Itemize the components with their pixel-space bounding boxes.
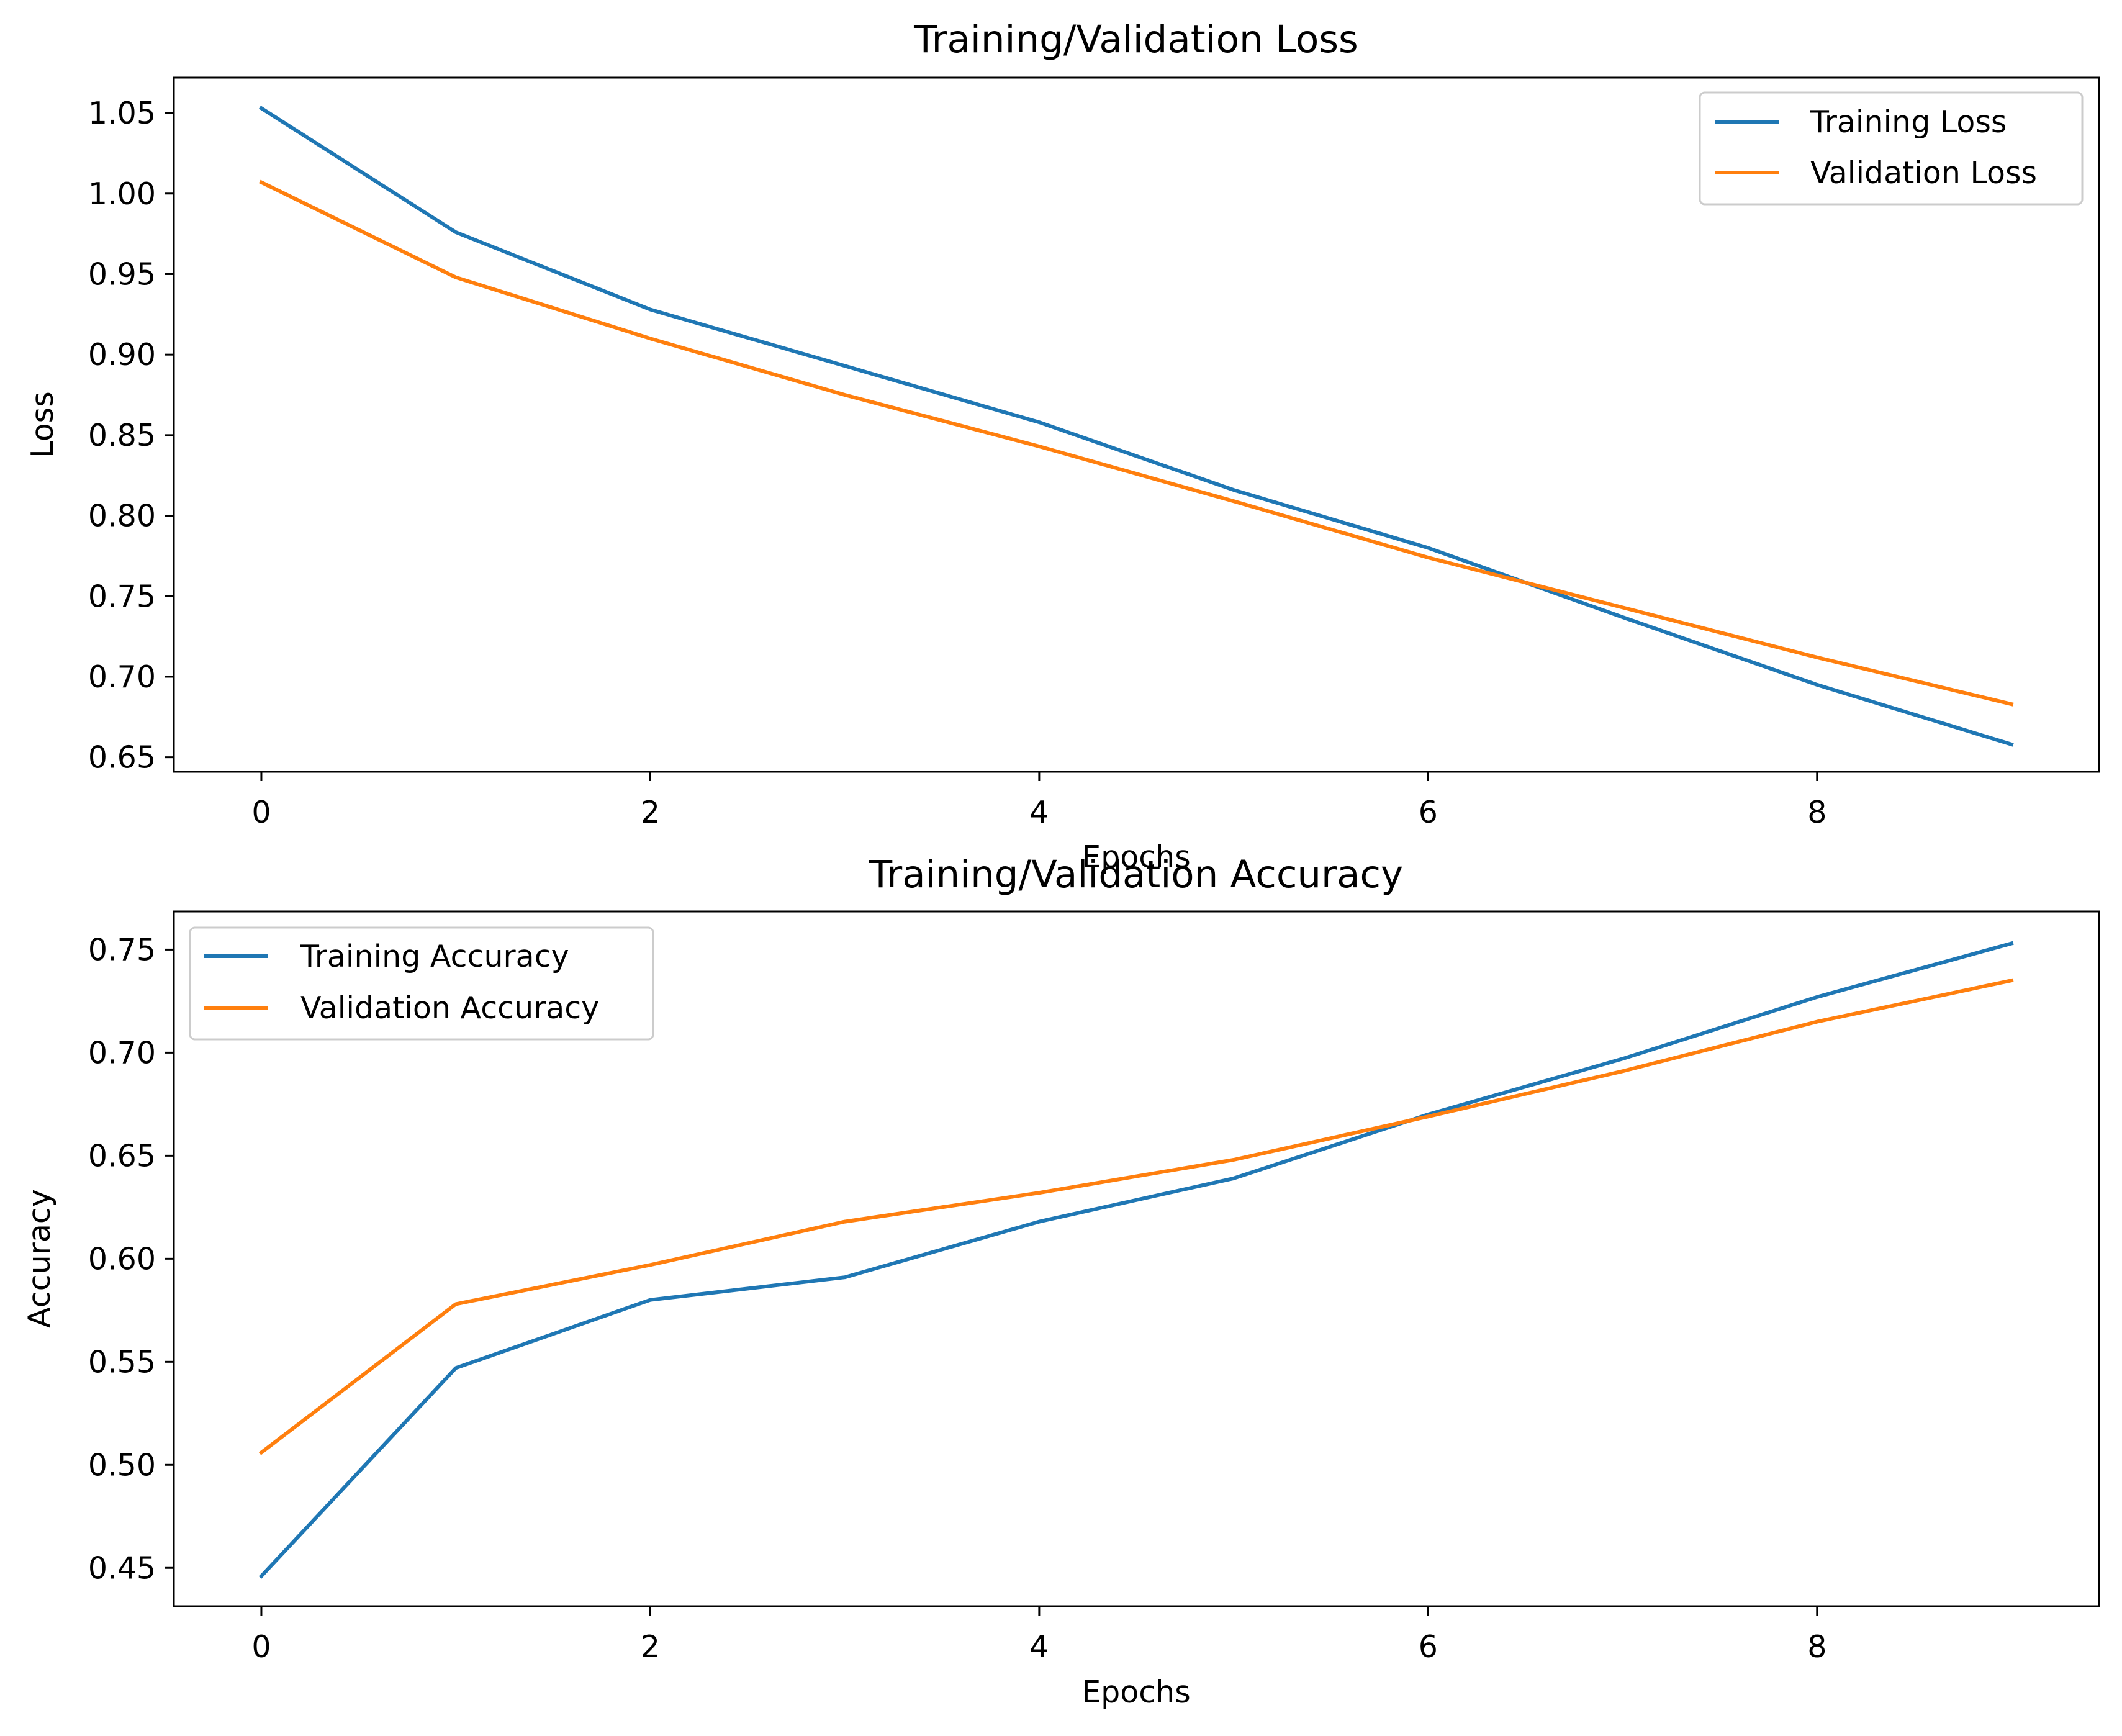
- loss-chart-ytick-label-4: 0.85: [88, 418, 156, 453]
- loss-chart-xtick-label-4: 8: [1807, 795, 1826, 830]
- accuracy-chart-ytick-label-5: 0.70: [88, 1035, 156, 1070]
- accuracy-chart-xtick-label-2: 4: [1029, 1629, 1049, 1665]
- loss-chart-xtick-label-1: 2: [641, 795, 660, 830]
- accuracy-chart-plot-frame: [173, 910, 2100, 1607]
- accuracy-chart-y-axis-label: Accuracy: [22, 1189, 57, 1328]
- loss-chart-xtick-label-2: 4: [1029, 795, 1049, 830]
- loss-chart-series-training-line: [258, 106, 2014, 747]
- accuracy-chart-legend-label-training: Training Accuracy: [300, 939, 569, 974]
- accuracy-chart-series-training-line: [258, 941, 2014, 1579]
- accuracy-chart-xtick-label-0: 0: [251, 1629, 271, 1665]
- accuracy-chart-series-validation-line: [258, 978, 2014, 1455]
- loss-chart-ticks: [165, 112, 1818, 781]
- loss-chart-ytick-label-2: 0.75: [88, 579, 156, 614]
- loss-chart-xtick-label-3: 6: [1419, 795, 1438, 830]
- loss-chart-title: Training/Validation Loss: [913, 17, 1358, 61]
- loss-chart-legend-label-training: Training Loss: [1810, 104, 2007, 140]
- accuracy-chart: Training/Validation Accuracy 0.45 0.50 0.5…: [22, 852, 2100, 1710]
- loss-chart-ytick-label-0: 0.65: [88, 740, 156, 775]
- loss-chart-plot-frame: [173, 76, 2100, 773]
- loss-chart-ytick-label-7: 1.00: [88, 176, 156, 212]
- loss-chart-series: [258, 106, 2014, 747]
- loss-chart: Training/Validation Loss 0.65 0.70 0.75 0.8…: [25, 17, 2100, 875]
- accuracy-chart-legend-label-validation: Validation Accuracy: [300, 990, 599, 1026]
- accuracy-chart-series: [258, 941, 2014, 1579]
- accuracy-chart-legend: Training Accuracy Validation Accuracy: [189, 926, 654, 1041]
- loss-chart-series-validation-line: [258, 179, 2014, 707]
- loss-chart-legend-box: [1699, 91, 2084, 206]
- accuracy-chart-xtick-label-3: 6: [1419, 1629, 1438, 1665]
- accuracy-chart-legend-box: [189, 926, 654, 1041]
- accuracy-chart-ytick-label-2: 0.55: [88, 1344, 156, 1380]
- loss-chart-legend: Training Loss Validation Loss: [1699, 91, 2084, 206]
- accuracy-chart-title: Training/Validation Accuracy: [869, 852, 1403, 897]
- accuracy-chart-xtick-label-1: 2: [641, 1629, 660, 1665]
- loss-chart-ytick-label-6: 0.95: [88, 256, 156, 292]
- loss-chart-xtick-label-0: 0: [251, 795, 271, 830]
- accuracy-chart-ytick-labels: 0.45 0.50 0.55 0.60 0.65 0.70 0.75: [88, 932, 156, 1586]
- loss-chart-x-axis-label: Epochs: [1081, 839, 1191, 875]
- accuracy-chart-x-axis-label: Epochs: [1081, 1675, 1191, 1710]
- loss-chart-xtick-labels: 0 2 4 6 8: [251, 795, 1826, 830]
- accuracy-chart-xtick-labels: 0 2 4 6 8: [251, 1629, 1826, 1665]
- loss-chart-ytick-label-3: 0.80: [88, 499, 156, 534]
- accuracy-chart-ytick-label-6: 0.75: [88, 932, 156, 967]
- loss-chart-ytick-labels: 0.65 0.70 0.75 0.80 0.85 0.90 0.95 1.00 1.05: [88, 96, 156, 775]
- accuracy-chart-xtick-label-4: 8: [1807, 1629, 1826, 1665]
- loss-chart-ytick-label-5: 0.90: [88, 337, 156, 373]
- accuracy-chart-ytick-label-4: 0.65: [88, 1138, 156, 1173]
- accuracy-chart-ytick-label-3: 0.60: [88, 1241, 156, 1277]
- loss-chart-y-axis-label: Loss: [25, 391, 60, 458]
- loss-chart-legend-label-validation: Validation Loss: [1810, 155, 2037, 191]
- accuracy-chart-ytick-label-0: 0.45: [88, 1550, 156, 1586]
- accuracy-chart-ytick-label-1: 0.50: [88, 1447, 156, 1483]
- loss-chart-ytick-label-1: 0.70: [88, 659, 156, 695]
- loss-chart-ytick-label-8: 1.05: [88, 96, 156, 131]
- accuracy-chart-ticks: [165, 948, 1818, 1616]
